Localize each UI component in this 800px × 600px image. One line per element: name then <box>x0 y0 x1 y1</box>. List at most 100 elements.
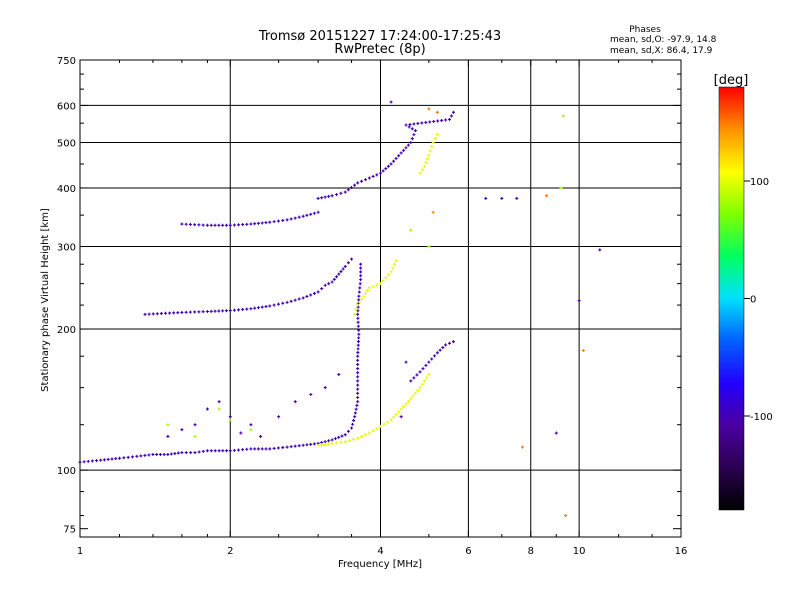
data-point <box>197 450 201 454</box>
data-point <box>435 110 439 114</box>
data-point <box>197 223 201 227</box>
x-tick-label: 4 <box>377 546 383 557</box>
data-point <box>367 176 371 180</box>
data-point <box>352 437 356 441</box>
data-point <box>301 214 305 218</box>
x-axis-label: Frequency [MHz] <box>338 559 422 570</box>
data-point <box>427 153 431 157</box>
data-point <box>168 311 172 315</box>
data-point <box>428 120 432 124</box>
data-point <box>333 437 337 441</box>
data-point <box>289 445 293 449</box>
data-point <box>228 449 232 453</box>
data-point <box>320 196 324 200</box>
data-point <box>320 287 324 291</box>
data-point <box>213 309 217 313</box>
data-point <box>386 420 390 424</box>
data-point <box>260 305 264 309</box>
data-point <box>260 447 264 451</box>
data-point <box>356 379 360 383</box>
data-point <box>332 277 336 281</box>
data-point <box>264 305 268 309</box>
chart-title-line1: Tromsø 20151227 17:24:00-17:25:43 <box>258 29 501 44</box>
data-point <box>381 169 385 173</box>
data-point <box>424 161 428 165</box>
data-point <box>224 223 228 227</box>
data-point <box>193 423 197 427</box>
data-point <box>225 449 229 453</box>
data-point <box>82 460 86 464</box>
data-point <box>356 396 360 400</box>
data-point <box>420 121 424 125</box>
data-point <box>431 141 435 145</box>
data-point <box>356 391 360 395</box>
data-point <box>356 354 360 358</box>
data-point <box>427 360 431 364</box>
data-point <box>598 248 602 252</box>
data-point <box>205 310 209 314</box>
data-point <box>221 309 225 313</box>
data-point <box>249 428 253 432</box>
data-point <box>340 434 344 438</box>
data-point <box>356 340 360 344</box>
data-point <box>232 308 236 312</box>
data-point <box>272 303 276 307</box>
data-point <box>420 382 424 386</box>
x-tick-label: 10 <box>573 546 586 557</box>
data-point <box>363 433 367 437</box>
data-point <box>272 446 276 450</box>
data-point <box>166 452 170 456</box>
data-point <box>301 296 305 300</box>
data-point <box>217 309 221 313</box>
data-point <box>409 141 413 145</box>
data-point <box>327 194 331 198</box>
data-point <box>301 443 305 447</box>
data-point <box>360 179 364 183</box>
data-point <box>415 373 419 377</box>
data-point <box>316 196 320 200</box>
data-point <box>425 157 429 161</box>
data-point <box>346 261 350 265</box>
data-point <box>356 324 360 328</box>
data-point <box>356 383 360 387</box>
data-point <box>416 121 420 125</box>
data-point <box>164 311 168 315</box>
data-point <box>309 293 313 297</box>
data-point <box>554 431 558 435</box>
data-point <box>312 442 316 446</box>
data-point <box>114 457 118 461</box>
data-point <box>433 137 437 141</box>
data-point <box>205 223 209 227</box>
data-point <box>193 434 197 438</box>
data-point <box>357 290 361 294</box>
data-point <box>232 223 236 227</box>
data-point <box>352 418 356 422</box>
data-point <box>428 149 432 153</box>
data-point <box>447 341 451 345</box>
data-point <box>297 297 301 301</box>
data-point <box>384 276 388 280</box>
data-point <box>316 290 320 294</box>
data-point <box>293 400 297 404</box>
data-point <box>350 426 354 430</box>
data-point <box>360 434 364 438</box>
x-tick-label: 16 <box>675 546 688 557</box>
data-point <box>316 210 320 214</box>
data-point <box>201 449 205 453</box>
data-point <box>228 309 232 313</box>
data-point <box>363 178 367 182</box>
data-point <box>209 223 213 227</box>
data-point <box>392 262 396 266</box>
data-point <box>356 400 360 404</box>
data-point <box>444 343 448 347</box>
data-point <box>316 443 320 447</box>
data-point <box>406 399 410 403</box>
data-point <box>249 307 253 311</box>
data-point <box>544 194 548 198</box>
data-point <box>162 452 166 456</box>
data-point <box>449 114 453 118</box>
y-tick-label: 500 <box>57 139 76 150</box>
data-point <box>379 171 382 175</box>
data-point <box>500 196 504 200</box>
data-point <box>399 151 403 155</box>
